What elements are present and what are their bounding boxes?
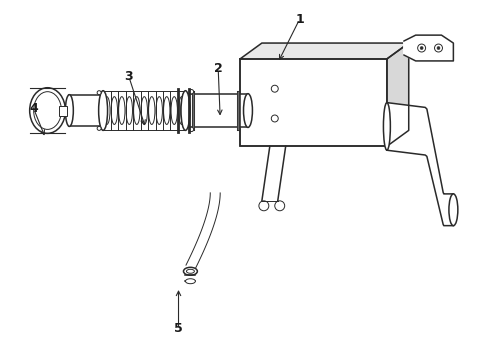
Ellipse shape: [99, 95, 107, 126]
Bar: [240, 59, 387, 146]
Circle shape: [97, 126, 101, 130]
Circle shape: [189, 90, 194, 94]
Circle shape: [420, 46, 423, 50]
Polygon shape: [404, 35, 453, 61]
Circle shape: [437, 46, 440, 50]
Ellipse shape: [65, 95, 74, 126]
Text: 4: 4: [29, 102, 38, 115]
Text: 2: 2: [214, 62, 222, 75]
Ellipse shape: [98, 91, 108, 130]
Ellipse shape: [183, 267, 197, 275]
Ellipse shape: [181, 91, 190, 130]
Circle shape: [97, 91, 101, 95]
Ellipse shape: [244, 94, 252, 127]
Polygon shape: [240, 43, 409, 59]
Bar: [59, 105, 68, 116]
Polygon shape: [387, 43, 409, 146]
Ellipse shape: [449, 194, 458, 226]
Bar: [240, 59, 387, 146]
Circle shape: [189, 127, 194, 131]
Ellipse shape: [181, 94, 190, 127]
Ellipse shape: [383, 103, 391, 150]
Text: 5: 5: [174, 322, 183, 336]
Text: 3: 3: [124, 70, 133, 83]
Ellipse shape: [185, 279, 196, 284]
Text: 1: 1: [295, 13, 304, 26]
